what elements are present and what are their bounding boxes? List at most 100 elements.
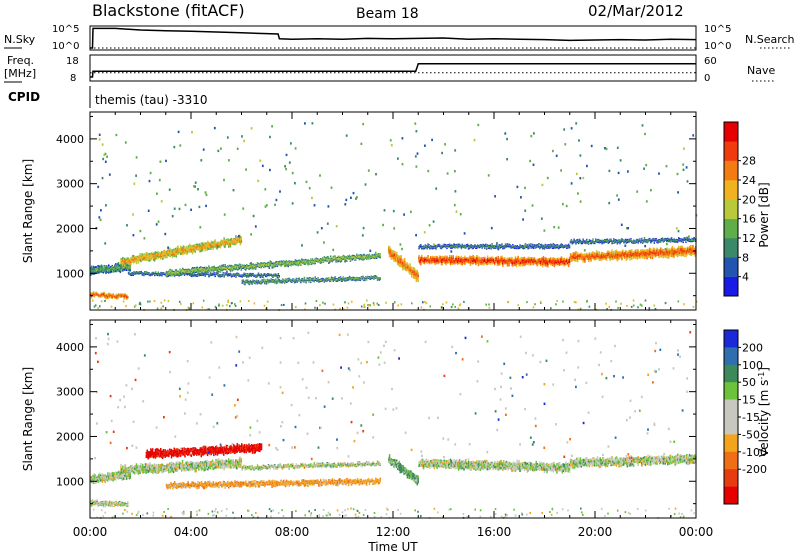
heatmap-cell — [564, 244, 566, 246]
heatmap-cell — [121, 294, 124, 296]
heatmap-cell — [193, 247, 196, 250]
heatmap-cell — [451, 247, 454, 249]
heatmap-cell — [192, 244, 195, 247]
heatmap-cell — [345, 259, 347, 261]
heatmap-cell — [306, 280, 308, 282]
heatmap-cell — [638, 255, 640, 258]
heatmap-cell — [104, 266, 106, 269]
heatmap-cell — [256, 273, 259, 275]
heatmap-cell — [528, 256, 530, 259]
heatmap-cell — [130, 259, 132, 262]
heatmap-cell — [428, 247, 430, 249]
heatmap-cell — [268, 267, 271, 269]
heatmap-cell — [115, 297, 117, 299]
heatmap-cell — [205, 274, 207, 276]
heatmap-cell — [268, 262, 271, 265]
heatmap-cell — [309, 278, 311, 279]
heatmap-cell — [435, 248, 437, 250]
heatmap-cell — [375, 277, 377, 279]
heatmap-cell — [208, 276, 210, 278]
heatmap-cell — [121, 266, 123, 269]
heatmap-cell — [135, 262, 138, 265]
heatmap-cell — [349, 276, 352, 278]
heatmap-cell — [549, 260, 551, 263]
heatmap-cell — [151, 272, 153, 274]
heatmap-cell — [229, 274, 232, 276]
heatmap-cell — [255, 279, 258, 281]
heatmap-cell — [554, 258, 556, 261]
heatmap-cell — [233, 242, 235, 245]
heatmap-cell — [214, 267, 216, 269]
heatmap-cell — [325, 256, 327, 258]
heatmap-cell — [452, 246, 454, 247]
heatmap-cell — [114, 264, 116, 267]
heatmap-cell — [118, 293, 120, 295]
heatmap-cell — [520, 261, 522, 264]
heatmap-cell — [637, 254, 639, 257]
heatmap-cell — [248, 268, 251, 270]
heatmap-cell — [645, 249, 647, 252]
heatmap-cell — [486, 244, 489, 246]
heatmap-cell — [180, 272, 182, 274]
heatmap-cell — [342, 276, 344, 278]
heatmap-cell — [200, 269, 203, 271]
heatmap-cell — [463, 246, 465, 248]
heatmap-cell — [490, 256, 492, 259]
heatmap-cell — [559, 246, 562, 247]
heatmap-cell — [457, 260, 459, 262]
heatmap-cell — [238, 263, 241, 265]
heatmap-cell — [304, 258, 307, 261]
heatmap-cell — [329, 255, 332, 258]
heatmap-cell — [300, 281, 302, 282]
heatmap-cell — [346, 279, 348, 281]
heatmap-cell — [424, 261, 427, 263]
heatmap-cell — [492, 259, 494, 262]
heatmap-cell — [375, 256, 377, 259]
heatmap-cell — [535, 244, 537, 246]
heatmap-cell — [184, 250, 186, 252]
heatmap-cell — [563, 257, 565, 260]
heatmap-cell — [389, 247, 392, 251]
heatmap-cell — [228, 272, 230, 274]
heatmap-cell — [320, 261, 323, 263]
heatmap-cell — [337, 279, 339, 281]
heatmap-cell — [461, 257, 463, 260]
heatmap-cell — [328, 260, 330, 263]
heatmap-cell — [523, 247, 526, 249]
heatmap-cell — [191, 244, 194, 248]
heatmap-cell — [524, 243, 527, 245]
heatmap-cell — [516, 262, 518, 265]
heatmap-cell — [154, 275, 156, 277]
heatmap-cell — [234, 263, 236, 266]
heatmap-cell — [593, 258, 595, 260]
heatmap-cell — [261, 262, 263, 264]
heatmap-cell — [600, 255, 602, 258]
heatmap-cell — [485, 262, 488, 264]
heatmap-cell — [228, 274, 230, 276]
heatmap-cell — [489, 245, 491, 247]
heatmap-cell — [355, 258, 357, 260]
heatmap-cell — [476, 245, 479, 247]
heatmap-cell — [200, 273, 203, 275]
heatmap-cell — [181, 247, 184, 249]
heatmap-cell — [516, 259, 518, 262]
heatmap-cell — [430, 246, 432, 248]
heatmap-cell — [200, 273, 202, 275]
heatmap-cell — [113, 270, 115, 272]
heatmap-cell — [96, 292, 98, 294]
heatmap-cell — [300, 281, 302, 283]
heatmap-cell — [466, 257, 468, 259]
heatmap-cell — [451, 257, 454, 260]
heatmap-cell — [301, 279, 303, 281]
heatmap-cell — [138, 273, 141, 275]
heatmap-cell — [347, 278, 350, 280]
heatmap-cell — [333, 279, 335, 281]
heatmap-cell — [367, 276, 370, 278]
heatmap-cell — [602, 258, 604, 260]
heatmap-cell — [330, 278, 333, 280]
heatmap-cell — [500, 245, 502, 247]
heatmap-cell — [540, 243, 543, 245]
heatmap-cell — [339, 276, 342, 278]
heatmap-cell — [425, 259, 427, 261]
heatmap-cell — [366, 277, 369, 278]
